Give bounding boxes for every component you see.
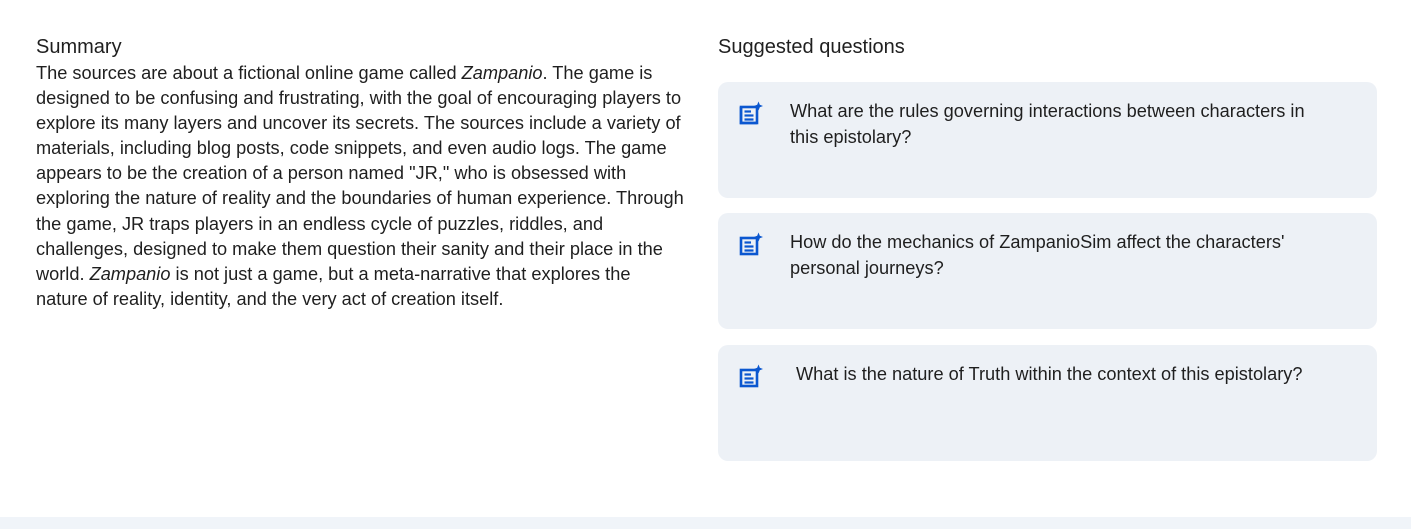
suggested-questions-section: Suggested questions What are the rules g…	[718, 34, 1377, 461]
suggested-question-card[interactable]: What are the rules governing interaction…	[718, 82, 1377, 198]
summary-segment: is not just a game, but a meta-narrative…	[36, 263, 631, 309]
summary-segment: . The game is designed to be confusing a…	[36, 63, 684, 284]
suggested-question-text: What are the rules governing interaction…	[790, 101, 1305, 147]
bottom-bar	[0, 517, 1411, 529]
note-sparkle-icon	[738, 363, 764, 389]
summary-text: The sources are about a fictional online…	[36, 61, 686, 312]
summary-section: Summary The sources are about a fictiona…	[36, 34, 686, 312]
suggested-question-text: What is the nature of Truth within the c…	[796, 364, 1303, 384]
suggested-question-card[interactable]: What is the nature of Truth within the c…	[718, 345, 1377, 461]
note-sparkle-icon	[738, 231, 764, 257]
suggested-question-card[interactable]: How do the mechanics of ZampanioSim affe…	[718, 213, 1377, 329]
summary-segment-italic: Zampanio	[89, 263, 171, 284]
suggested-questions-title: Suggested questions	[718, 36, 905, 58]
summary-segment-italic: Zampanio	[461, 63, 543, 83]
note-sparkle-icon	[738, 100, 764, 126]
summary-segment: The sources are about a fictional online…	[36, 63, 462, 83]
summary-title: Summary	[36, 36, 122, 58]
suggested-question-text: How do the mechanics of ZampanioSim affe…	[790, 232, 1285, 278]
